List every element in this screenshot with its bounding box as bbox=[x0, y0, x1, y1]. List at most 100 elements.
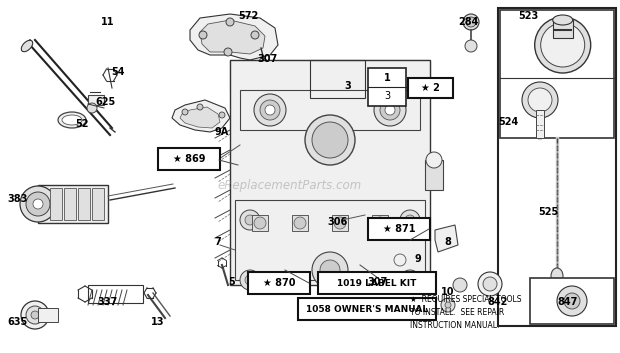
Text: 9: 9 bbox=[415, 254, 422, 264]
Ellipse shape bbox=[541, 23, 585, 67]
Circle shape bbox=[226, 18, 234, 26]
Ellipse shape bbox=[463, 14, 479, 30]
Bar bbox=[50, 188, 62, 220]
Bar bbox=[498, 8, 616, 326]
Circle shape bbox=[224, 48, 232, 56]
Bar bbox=[552, 20, 573, 38]
Text: 3: 3 bbox=[384, 91, 390, 101]
Bar bbox=[332, 215, 348, 231]
Circle shape bbox=[199, 31, 207, 39]
Circle shape bbox=[405, 215, 415, 225]
Bar bbox=[372, 215, 388, 231]
Text: 307: 307 bbox=[368, 277, 388, 287]
Bar bbox=[240, 90, 420, 130]
Bar bbox=[536, 110, 544, 138]
Ellipse shape bbox=[528, 88, 552, 112]
Ellipse shape bbox=[466, 17, 476, 27]
Ellipse shape bbox=[522, 82, 558, 118]
Circle shape bbox=[240, 210, 260, 230]
Circle shape bbox=[197, 104, 203, 110]
Bar bbox=[38, 308, 58, 322]
Text: 525: 525 bbox=[538, 207, 558, 217]
Ellipse shape bbox=[564, 293, 580, 309]
Text: 1058 OWNER'S MANUAL: 1058 OWNER'S MANUAL bbox=[306, 305, 428, 313]
Text: 284: 284 bbox=[458, 17, 478, 27]
Bar bbox=[78, 188, 90, 220]
Text: 54: 54 bbox=[111, 67, 125, 77]
Bar bbox=[292, 215, 308, 231]
Ellipse shape bbox=[557, 286, 587, 316]
Bar bbox=[298, 298, 436, 320]
Circle shape bbox=[478, 272, 502, 296]
Bar bbox=[310, 60, 365, 98]
Circle shape bbox=[219, 112, 225, 118]
Bar bbox=[230, 60, 430, 285]
Text: ★ 871: ★ 871 bbox=[383, 224, 415, 234]
Circle shape bbox=[245, 275, 255, 285]
Polygon shape bbox=[172, 100, 230, 132]
Circle shape bbox=[26, 192, 50, 216]
Circle shape bbox=[240, 270, 260, 290]
Text: 11: 11 bbox=[101, 17, 115, 27]
Text: 635: 635 bbox=[8, 317, 28, 327]
Ellipse shape bbox=[551, 268, 563, 284]
Circle shape bbox=[21, 301, 49, 329]
Circle shape bbox=[483, 277, 497, 291]
Polygon shape bbox=[200, 20, 265, 54]
Text: 306: 306 bbox=[328, 217, 348, 227]
Ellipse shape bbox=[465, 40, 477, 52]
Circle shape bbox=[312, 122, 348, 158]
Circle shape bbox=[380, 100, 400, 120]
Circle shape bbox=[320, 260, 340, 280]
Circle shape bbox=[20, 186, 56, 222]
Circle shape bbox=[312, 252, 348, 288]
Circle shape bbox=[385, 105, 395, 115]
Text: TO INSTALL.  SEE REPAIR: TO INSTALL. SEE REPAIR bbox=[410, 308, 504, 317]
Bar bbox=[158, 148, 220, 170]
Circle shape bbox=[254, 94, 286, 126]
Text: INSTRUCTION MANUAL.: INSTRUCTION MANUAL. bbox=[410, 321, 499, 330]
Bar bbox=[408, 78, 453, 98]
Circle shape bbox=[400, 270, 420, 290]
Text: eReplacementParts.com: eReplacementParts.com bbox=[218, 179, 362, 191]
Circle shape bbox=[414, 304, 426, 316]
Circle shape bbox=[445, 302, 451, 308]
Circle shape bbox=[182, 109, 188, 115]
Bar bbox=[64, 188, 76, 220]
Bar bbox=[88, 285, 143, 303]
Bar bbox=[248, 272, 310, 294]
Ellipse shape bbox=[58, 112, 86, 128]
Text: 383: 383 bbox=[8, 194, 28, 204]
Circle shape bbox=[33, 199, 43, 209]
Circle shape bbox=[305, 115, 355, 165]
Text: 8: 8 bbox=[445, 237, 451, 247]
Text: 52: 52 bbox=[75, 119, 89, 129]
Text: 572: 572 bbox=[238, 11, 258, 21]
Text: 7: 7 bbox=[215, 237, 221, 247]
Text: 337: 337 bbox=[98, 297, 118, 307]
Bar bbox=[88, 95, 104, 105]
Circle shape bbox=[453, 278, 467, 292]
Bar bbox=[425, 160, 443, 190]
Text: 10: 10 bbox=[441, 287, 454, 297]
Text: ★ 869: ★ 869 bbox=[173, 154, 205, 164]
Polygon shape bbox=[180, 107, 220, 128]
Text: ★ 2: ★ 2 bbox=[421, 83, 440, 93]
Circle shape bbox=[374, 217, 386, 229]
Text: 13: 13 bbox=[151, 317, 165, 327]
Text: ★ 870: ★ 870 bbox=[263, 278, 295, 288]
Bar bbox=[235, 200, 425, 280]
Circle shape bbox=[374, 94, 406, 126]
Circle shape bbox=[87, 103, 97, 113]
Bar bbox=[318, 272, 436, 294]
Text: 5: 5 bbox=[229, 277, 236, 287]
Ellipse shape bbox=[534, 17, 591, 73]
Ellipse shape bbox=[259, 58, 267, 66]
Circle shape bbox=[245, 215, 255, 225]
Circle shape bbox=[426, 152, 442, 168]
Polygon shape bbox=[190, 14, 278, 60]
Bar bbox=[92, 188, 104, 220]
Circle shape bbox=[394, 254, 406, 266]
Bar bbox=[368, 68, 406, 106]
Circle shape bbox=[260, 100, 280, 120]
